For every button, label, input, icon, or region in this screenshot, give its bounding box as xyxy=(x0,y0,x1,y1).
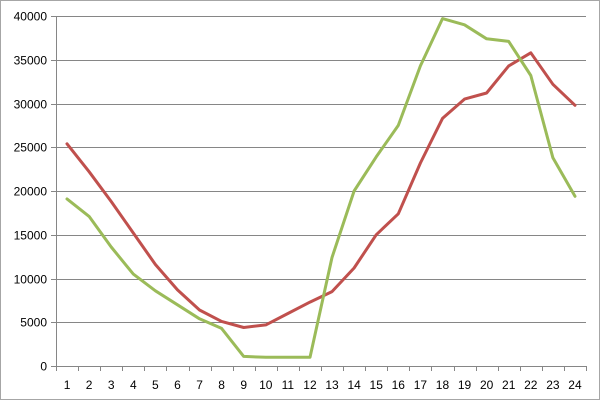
x-tick-label: 21 xyxy=(502,378,516,392)
y-tick-label: 35000 xyxy=(14,54,48,68)
x-tick-label: 6 xyxy=(174,378,181,392)
x-tick-label: 15 xyxy=(370,378,384,392)
x-tick-label: 8 xyxy=(218,378,225,392)
x-tick-label: 10 xyxy=(259,378,273,392)
x-tick-label: 3 xyxy=(108,378,115,392)
series-line-2 xyxy=(65,17,577,359)
y-tick-label: 10000 xyxy=(14,273,48,287)
x-tick-label: 2 xyxy=(86,378,93,392)
x-tick-label: 14 xyxy=(347,378,361,392)
x-tick-label: 23 xyxy=(546,378,560,392)
x-tick-label: 7 xyxy=(196,378,203,392)
series-line-1 xyxy=(65,51,577,329)
x-axis-tick-labels: 1 2 3 4 5 6 7 8 9 10 11 12 13 14 15 16 17 18 19 20 21 22 23 24 xyxy=(64,378,582,392)
x-tick-label: 1 xyxy=(64,378,71,392)
x-tick-label: 19 xyxy=(458,378,472,392)
x-tick-label: 17 xyxy=(414,378,428,392)
x-tick-label: 20 xyxy=(480,378,494,392)
x-tick-label: 5 xyxy=(152,378,159,392)
y-tick-label: 40000 xyxy=(14,10,48,24)
gridlines xyxy=(56,16,586,323)
x-tick-label: 18 xyxy=(436,378,450,392)
y-tick-label: 15000 xyxy=(14,229,48,243)
axes xyxy=(51,16,587,371)
x-tick-label: 22 xyxy=(524,378,538,392)
y-axis-tick-labels: 0 5000 10000 15000 20000 25000 30000 35000 40000 xyxy=(14,10,48,374)
x-tick-label: 16 xyxy=(392,378,406,392)
series-lines xyxy=(65,17,577,359)
y-tick-label: 25000 xyxy=(14,141,48,155)
x-tick-label: 24 xyxy=(568,378,582,392)
x-tick-label: 9 xyxy=(240,378,247,392)
y-tick-label: 30000 xyxy=(14,98,48,112)
y-tick-label: 20000 xyxy=(14,185,48,199)
x-tick-label: 11 xyxy=(282,378,295,392)
y-tick-label: 5000 xyxy=(20,316,47,330)
x-tick-label: 4 xyxy=(130,378,137,392)
x-tick-label: 12 xyxy=(303,378,317,392)
x-tick-label: 13 xyxy=(325,378,339,392)
y-tick-label: 0 xyxy=(40,360,47,374)
